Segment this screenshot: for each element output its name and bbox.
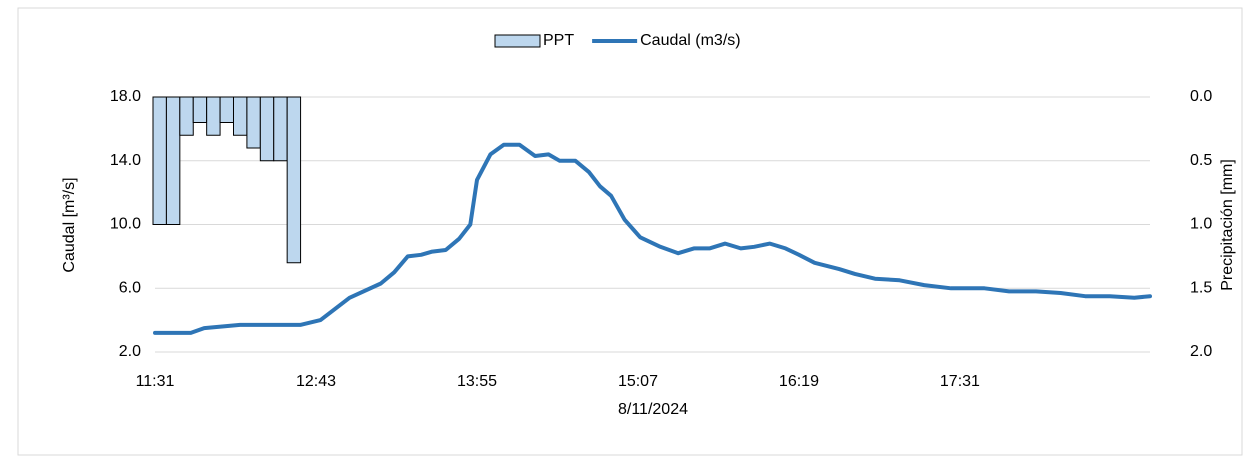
- y-tick-label: 6.0: [119, 279, 141, 296]
- bar: [179, 96, 194, 136]
- y2-tick-label: 2.0: [1190, 343, 1212, 360]
- bar: [192, 96, 208, 123]
- x-tick-label: 13:55: [457, 373, 497, 390]
- x-tick-label: 16:19: [779, 373, 819, 390]
- legend-swatch: [494, 34, 541, 48]
- bar: [152, 96, 167, 225]
- legend-label: Caudal (m3/s): [640, 32, 740, 49]
- x-tick-label: 17:31: [940, 373, 980, 390]
- bar: [246, 96, 261, 149]
- bar: [165, 96, 181, 225]
- y2-tick-label: 1.5: [1190, 279, 1212, 296]
- y2-tick-label: 1.0: [1190, 216, 1212, 233]
- legend-label: PPT: [543, 32, 574, 49]
- y2-axis-title: Precipitación [mm]: [1219, 159, 1236, 291]
- y-tick-label: 10.0: [110, 216, 141, 233]
- y-tick-label: 18.0: [110, 88, 141, 105]
- chart-frame: [17, 7, 1243, 456]
- bar: [206, 96, 221, 136]
- y-axis-title: Caudal [m³/s]: [61, 177, 78, 272]
- y-tick-label: 14.0: [110, 152, 141, 169]
- y-tick-label: 2.0: [119, 343, 141, 360]
- bar: [219, 96, 234, 123]
- y2-tick-label: 0.0: [1190, 88, 1212, 105]
- x-tick-label: 15:07: [618, 373, 658, 390]
- x-tick-label: 12:43: [296, 373, 336, 390]
- x-axis-title: 8/11/2024: [618, 401, 688, 418]
- bar: [273, 96, 288, 162]
- bar: [259, 96, 275, 162]
- y2-tick-label: 0.5: [1190, 152, 1212, 169]
- line: [153, 142, 1152, 335]
- bar: [286, 96, 302, 264]
- x-tick-label: 11:31: [136, 373, 175, 390]
- bar: [232, 96, 248, 136]
